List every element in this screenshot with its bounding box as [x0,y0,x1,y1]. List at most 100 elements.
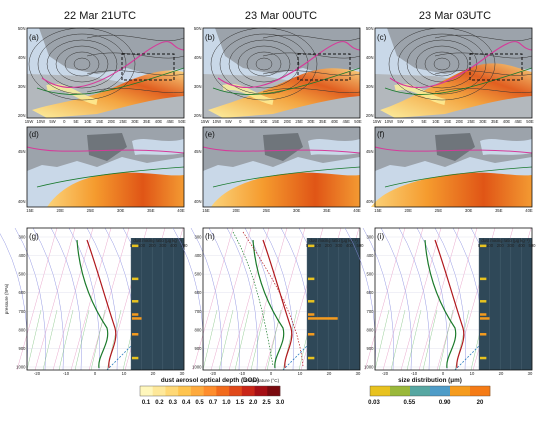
panel-label: (c) [377,33,387,42]
pressure-contour [434,88,533,93]
pressure-contour [246,51,282,77]
lon-tick: 15E [272,119,280,124]
lon-tick: 50E [178,119,186,124]
plot-frame [26,227,185,371]
inset-tick: 400 [346,243,354,248]
dod-tick: 0.4 [182,400,191,406]
dust-bar [132,356,139,360]
jet-contour [202,146,361,154]
dod-tick: 0.1 [142,400,151,406]
jet-contour [41,41,185,89]
lon-tick: 30E [131,119,139,124]
lon-tick: 40E [503,119,511,124]
temperature-axis-label: temperature (°C) [245,378,280,383]
lat-tick: 50N [366,26,374,31]
lon-tick: 30E [479,119,487,124]
isotherm [400,227,442,371]
adiabat [416,227,448,371]
lon-tick: 40E [353,208,361,213]
isotherm [88,227,130,371]
mixing-ratio-line [42,309,58,371]
mixing-ratio-line [218,309,234,371]
pressure-tick: 300 [19,235,27,240]
lon-tick: 40E [155,119,163,124]
low-dod-band [394,84,446,105]
mixing-ratio-line [266,309,282,371]
pressure-contour [397,33,487,95]
map-frame [202,27,361,119]
size-swatch [450,386,471,396]
inset-tick: 200 [149,243,157,248]
pressure-tick: 300 [195,235,203,240]
lon-tick: 30E [307,119,315,124]
temperature-tick: 30 [528,371,533,376]
jet-contour [26,146,185,154]
adiabat [344,227,376,371]
dust-bar [480,244,487,248]
pressure-contour [434,34,533,42]
adiabat [208,227,240,371]
lon-tick: 25E [295,119,303,124]
lon-tick: 5W [225,119,231,124]
column-title-1: 22 Mar 21UTC [64,10,136,22]
isotherm [34,227,76,371]
temperature-tick: 20 [327,371,332,376]
isotherm [436,227,478,371]
dod-swatch [190,386,204,396]
map-frame [202,126,361,208]
dod-swatch [254,386,268,396]
dod-swatch [229,386,243,396]
mixing-ratio-line [438,309,454,371]
dust-plume [208,68,360,118]
inset-tick: 100 [138,243,146,248]
adiabat [262,227,294,371]
size-tick: 20 [477,400,484,406]
inset-title: dust mixing ratio (μg kg⁻¹) [309,238,358,243]
inset-tick: 300 [159,243,167,248]
size-colorbar-swatches: 0.03 0.55 0.90 20 [368,385,491,406]
lon-tick: 40E [331,119,339,124]
dust-bar [480,277,487,281]
lon-tick: 30E [293,208,301,213]
lat-tick: 30N [366,84,374,89]
dod-tick: 3.0 [276,400,285,406]
temperature-tick: 20 [151,371,156,376]
map-frame [374,126,533,208]
adiabat [32,227,64,371]
temperature-tick: 0 [442,371,445,376]
inset-tick: 200 [325,243,333,248]
pressure-contour [73,57,91,71]
lon-tick: 25E [263,208,271,213]
mixing-ratio-line [374,309,390,371]
lon-tick: 20E [232,208,240,213]
isotherm [52,227,94,371]
panel-label: (e) [205,130,215,139]
plot-frame [374,227,533,371]
dust-bar [308,356,315,360]
dust-bar [480,317,490,320]
lon-tick: 50E [354,119,362,124]
wind-contour [36,67,185,95]
adiabat [244,227,276,371]
temperature-tick: -10 [411,371,418,376]
size-colorbar-title: size distribution (μm) [398,377,462,384]
dod-colorbar: dust aerosol optical depth (DOD) 0.1 0.2 0… [139,377,285,406]
lon-tick: 25E [435,208,443,213]
dust-bar [132,317,142,320]
mixing-ratio-line [58,309,74,371]
lat-tick: 40N [18,199,26,204]
dod-swatch [203,386,217,396]
pressure-contour [262,88,361,93]
size-tick: 0.90 [439,400,451,406]
temperature-tick: 30 [180,371,185,376]
inset-tick: 0 [130,243,133,248]
lon-tick: 15E [26,208,34,213]
adiabat [434,227,466,371]
pressure-tick: 300 [367,235,375,240]
adiabat [50,227,82,371]
inset-tick: 0 [306,243,309,248]
size-tick: 0.55 [403,400,415,406]
